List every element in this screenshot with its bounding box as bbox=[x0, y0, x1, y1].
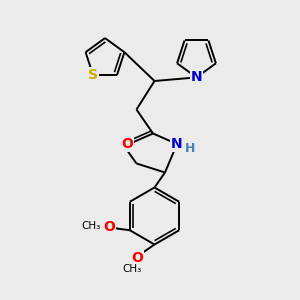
Text: CH₃: CH₃ bbox=[122, 264, 142, 274]
Text: O: O bbox=[122, 137, 134, 151]
Text: S: S bbox=[88, 68, 98, 82]
Text: O: O bbox=[103, 220, 116, 234]
Text: N: N bbox=[171, 137, 183, 151]
Text: H: H bbox=[184, 142, 195, 155]
Text: CH₃: CH₃ bbox=[81, 221, 101, 231]
Text: N: N bbox=[191, 70, 202, 84]
Text: O: O bbox=[131, 251, 143, 265]
